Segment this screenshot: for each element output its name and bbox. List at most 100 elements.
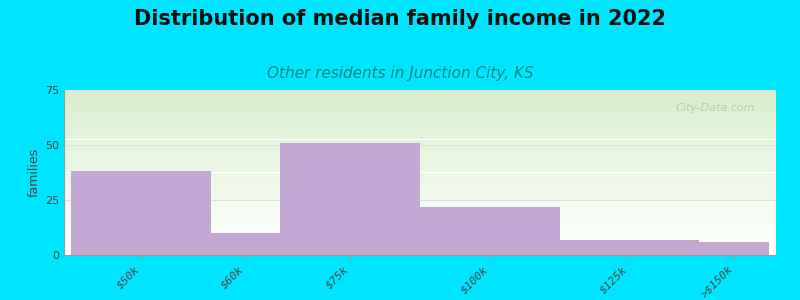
Bar bbox=[64, 240, 776, 241]
Bar bbox=[64, 218, 776, 219]
Bar bbox=[64, 141, 776, 142]
Bar bbox=[64, 242, 776, 243]
Bar bbox=[64, 222, 776, 223]
Bar bbox=[64, 137, 776, 138]
Bar bbox=[64, 203, 776, 204]
Bar bbox=[64, 194, 776, 195]
Bar bbox=[64, 214, 776, 215]
Bar bbox=[64, 230, 776, 231]
Bar bbox=[64, 238, 776, 239]
Bar bbox=[64, 210, 776, 211]
Bar bbox=[64, 160, 776, 161]
Bar bbox=[64, 204, 776, 205]
Bar bbox=[64, 127, 776, 128]
Bar bbox=[64, 248, 776, 249]
Bar bbox=[64, 249, 776, 250]
Bar bbox=[64, 170, 776, 171]
Bar bbox=[64, 182, 776, 183]
Bar bbox=[64, 172, 776, 173]
Bar bbox=[64, 140, 776, 141]
Bar bbox=[64, 187, 776, 188]
Bar bbox=[64, 94, 776, 95]
Bar bbox=[64, 250, 776, 251]
Text: City-Data.com: City-Data.com bbox=[675, 103, 754, 113]
Bar bbox=[64, 116, 776, 117]
Bar bbox=[64, 126, 776, 127]
Bar bbox=[64, 237, 776, 238]
Bar bbox=[64, 129, 776, 130]
Text: Other residents in Junction City, KS: Other residents in Junction City, KS bbox=[266, 66, 534, 81]
Bar bbox=[64, 145, 776, 146]
Bar bbox=[64, 135, 776, 136]
Bar bbox=[64, 238, 776, 239]
Bar bbox=[64, 130, 776, 131]
Bar bbox=[64, 235, 776, 236]
Bar bbox=[64, 102, 776, 103]
Bar bbox=[64, 234, 776, 235]
Bar bbox=[64, 114, 776, 115]
Bar bbox=[64, 220, 776, 221]
Bar bbox=[64, 253, 776, 254]
Bar bbox=[64, 186, 776, 187]
Bar bbox=[64, 152, 776, 153]
Bar bbox=[64, 139, 776, 140]
Bar bbox=[64, 179, 776, 180]
Bar bbox=[64, 107, 776, 108]
Bar bbox=[210, 233, 280, 255]
Bar bbox=[64, 148, 776, 149]
Bar bbox=[560, 240, 699, 255]
Bar bbox=[64, 131, 776, 132]
Bar bbox=[280, 143, 420, 255]
Bar bbox=[64, 155, 776, 156]
Bar bbox=[64, 93, 776, 94]
Bar bbox=[64, 146, 776, 147]
Bar bbox=[64, 184, 776, 185]
Bar bbox=[64, 181, 776, 182]
Bar bbox=[64, 110, 776, 111]
Bar bbox=[64, 123, 776, 124]
Bar bbox=[64, 166, 776, 167]
Bar bbox=[64, 197, 776, 198]
Bar bbox=[64, 251, 776, 252]
Bar bbox=[64, 195, 776, 196]
Bar bbox=[64, 97, 776, 98]
Bar bbox=[64, 215, 776, 216]
Bar bbox=[64, 173, 776, 174]
Bar bbox=[64, 119, 776, 120]
Bar bbox=[64, 142, 776, 143]
Bar bbox=[64, 211, 776, 212]
Bar bbox=[64, 150, 776, 151]
Bar bbox=[64, 175, 776, 176]
Bar bbox=[64, 207, 776, 208]
Bar bbox=[64, 189, 776, 190]
Bar bbox=[64, 125, 776, 126]
Bar bbox=[64, 128, 776, 129]
Bar bbox=[64, 103, 776, 104]
Bar bbox=[64, 90, 776, 91]
Bar bbox=[64, 153, 776, 154]
Bar bbox=[64, 144, 776, 145]
Bar bbox=[64, 208, 776, 209]
Bar bbox=[64, 154, 776, 155]
Bar bbox=[64, 95, 776, 96]
Bar bbox=[64, 177, 776, 178]
Bar bbox=[64, 162, 776, 163]
Bar bbox=[64, 252, 776, 253]
Bar bbox=[64, 149, 776, 150]
Bar bbox=[64, 113, 776, 114]
Bar bbox=[64, 105, 776, 106]
Bar bbox=[64, 161, 776, 162]
Bar bbox=[64, 108, 776, 109]
Bar bbox=[64, 209, 776, 210]
Bar bbox=[64, 193, 776, 194]
Bar bbox=[64, 206, 776, 207]
Bar bbox=[64, 163, 776, 164]
Bar bbox=[64, 210, 776, 211]
Bar bbox=[64, 157, 776, 158]
Bar bbox=[64, 124, 776, 125]
Bar bbox=[64, 212, 776, 213]
Bar bbox=[64, 241, 776, 242]
Bar bbox=[64, 174, 776, 175]
Bar bbox=[64, 178, 776, 179]
Bar bbox=[64, 165, 776, 166]
